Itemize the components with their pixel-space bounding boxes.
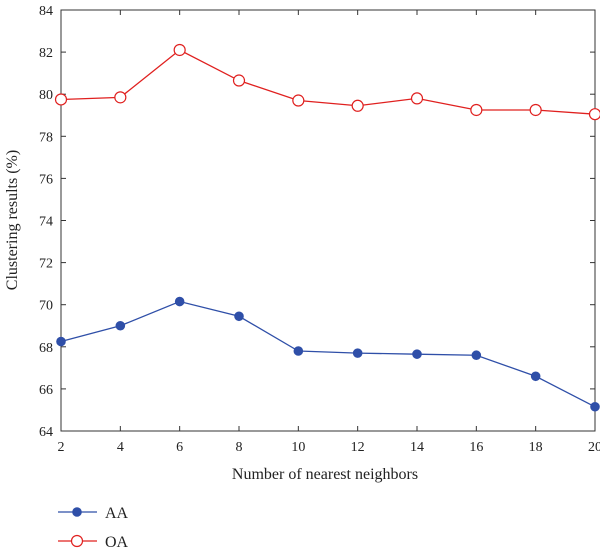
legend-label-aa: AA	[105, 505, 129, 522]
y-tick-label: 84	[39, 4, 53, 19]
x-tick-label: 20	[588, 440, 600, 455]
x-tick-label: 18	[529, 440, 543, 455]
y-tick-label: 66	[39, 383, 53, 398]
y-axis-title: Clustering results (%)	[4, 150, 21, 290]
data-point-aa	[471, 350, 482, 361]
y-tick-label: 70	[39, 299, 53, 314]
series-line-oa	[60, 49, 596, 115]
legend: AA OA	[58, 505, 129, 551]
data-point-oa	[54, 93, 68, 106]
data-point-oa	[588, 108, 600, 121]
data-point-aa	[115, 320, 126, 331]
data-point-oa	[351, 99, 364, 112]
y-tick-label: 72	[39, 257, 53, 272]
plot-frame	[60, 9, 596, 432]
x-tick-label: 8	[236, 440, 243, 455]
data-point-oa	[173, 43, 186, 57]
y-tick-label: 64	[39, 425, 53, 440]
x-tick-label: 4	[117, 440, 124, 455]
y-tick-label: 80	[39, 88, 53, 103]
legend-marker-aa	[72, 507, 82, 517]
data-point-oa	[114, 91, 127, 104]
data-point-oa	[232, 74, 246, 87]
series-line-aa	[60, 300, 596, 408]
data-point-oa	[410, 92, 424, 105]
data-point-aa	[293, 346, 304, 356]
data-point-aa	[56, 336, 66, 347]
y-tick-label: 68	[39, 341, 53, 356]
data-point-oa	[529, 103, 542, 117]
data-point-aa	[412, 349, 422, 359]
data-point-aa	[234, 311, 244, 322]
y-tick-label: 78	[39, 130, 53, 145]
legend-label-oa: OA	[105, 534, 129, 551]
series-layer	[54, 43, 600, 412]
y-tick-label: 74	[39, 215, 53, 230]
data-point-aa	[530, 371, 541, 382]
x-tick-label: 16	[469, 440, 483, 455]
data-point-oa	[292, 94, 305, 107]
x-tick-label: 2	[58, 440, 65, 455]
data-point-aa	[174, 296, 185, 307]
x-tick-label: 10	[291, 440, 305, 455]
x-tick-label: 12	[351, 440, 365, 455]
x-axis-title: Number of nearest neighbors	[232, 466, 418, 483]
x-tick-label: 6	[176, 440, 183, 455]
y-tick-label: 76	[39, 172, 53, 187]
x-tick-label: 14	[410, 440, 424, 455]
y-tick-label: 82	[39, 46, 53, 61]
data-point-oa	[470, 103, 483, 117]
data-point-aa	[590, 401, 600, 412]
legend-marker-oa	[70, 534, 84, 548]
data-point-aa	[352, 348, 363, 358]
